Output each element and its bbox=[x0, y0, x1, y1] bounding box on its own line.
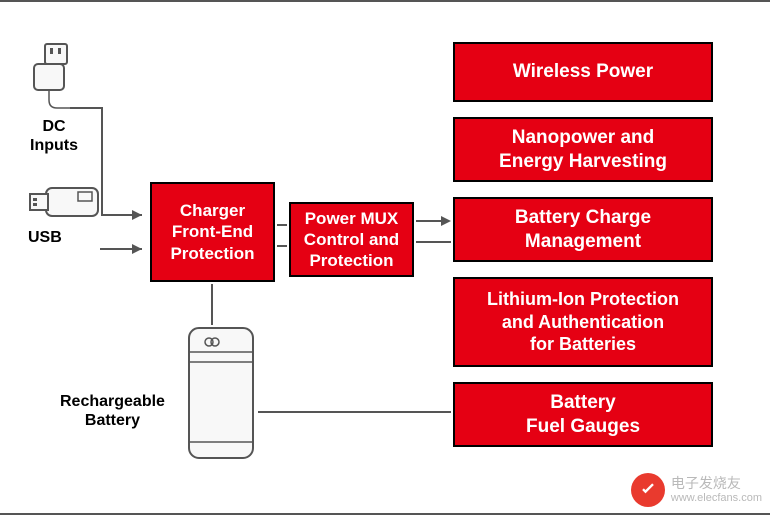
nanopower-box: Nanopower and Energy Harvesting bbox=[453, 117, 713, 182]
liion-protection-box: Lithium-Ion Protection and Authenticatio… bbox=[453, 277, 713, 367]
battery-charge-mgmt-box: Battery Charge Management bbox=[453, 197, 713, 262]
fuel-gauges-box: Battery Fuel Gauges bbox=[453, 382, 713, 447]
powermux-box: Power MUX Control and Protection bbox=[289, 202, 414, 277]
charger-frontend-box: Charger Front-End Protection bbox=[150, 182, 275, 282]
wireless-power-box: Wireless Power bbox=[453, 42, 713, 102]
watermark-site: 电子发烧友 bbox=[671, 476, 762, 491]
battery-icon bbox=[185, 322, 260, 472]
watermark: 电子发烧友 www.elecfans.com bbox=[631, 473, 762, 507]
watermark-url: www.elecfans.com bbox=[671, 492, 762, 504]
watermark-icon bbox=[631, 473, 665, 507]
battery-label: Rechargeable Battery bbox=[60, 392, 165, 430]
